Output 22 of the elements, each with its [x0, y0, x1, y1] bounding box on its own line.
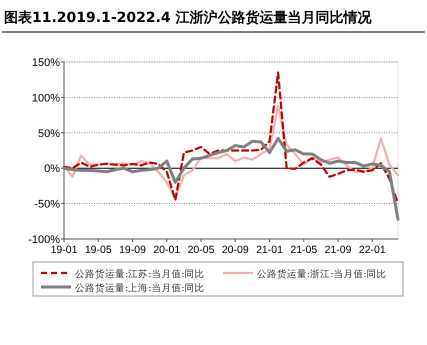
x-tick-label: 19-05: [84, 244, 112, 256]
y-tick-label: -100%: [28, 234, 60, 246]
x-tick-label: 21-09: [324, 244, 352, 256]
chart-title: 图表11.2019.1-2022.4 江浙沪公路货运量当月同比情况: [4, 9, 373, 26]
legend-label: 公路货运量:上海:当月值:同比: [75, 282, 205, 294]
x-tick-label: 20-05: [188, 244, 215, 256]
line-series: [62, 104, 400, 200]
legend-label: 公路货运量:浙江:当月值:同比: [257, 268, 387, 280]
y-tick-label: 0%: [44, 163, 60, 176]
x-tick-label: 21-01: [256, 244, 284, 256]
line-series: [62, 136, 400, 221]
x-tick-label: 19-01: [50, 244, 78, 256]
y-tick-label: 50%: [38, 128, 60, 140]
x-tick-label: 20-09: [222, 244, 249, 256]
x-tick-label: 21-05: [290, 244, 318, 256]
x-tick-label: 22-01: [358, 244, 386, 256]
legend-label: 公路货运量:江苏:当月值:同比: [75, 268, 205, 280]
x-tick-label: 20-01: [153, 244, 180, 256]
y-tick-label: -50%: [34, 198, 60, 211]
y-tick-label: 100%: [32, 92, 60, 104]
y-tick-label: 150%: [32, 57, 60, 69]
x-tick-label: 19-09: [119, 244, 146, 256]
